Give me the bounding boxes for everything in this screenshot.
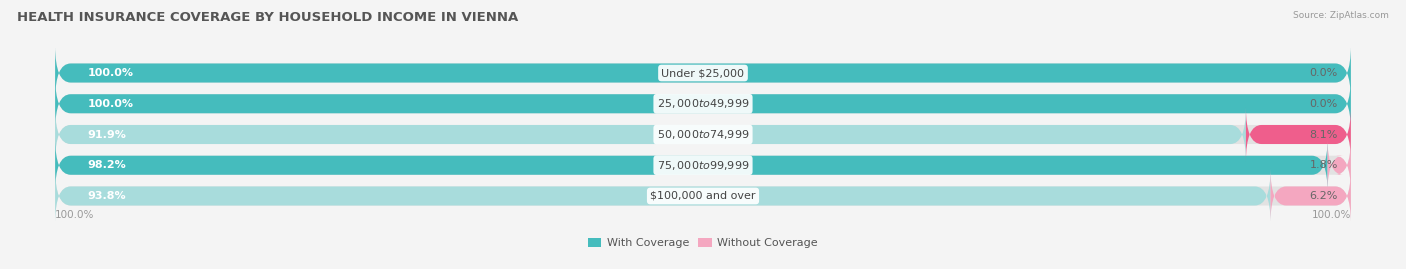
Text: 98.2%: 98.2% bbox=[87, 160, 127, 170]
Text: 8.1%: 8.1% bbox=[1309, 129, 1339, 140]
FancyBboxPatch shape bbox=[1327, 138, 1351, 193]
Text: 100.0%: 100.0% bbox=[87, 99, 134, 109]
Text: Under $25,000: Under $25,000 bbox=[661, 68, 745, 78]
FancyBboxPatch shape bbox=[55, 76, 1351, 131]
Text: 100.0%: 100.0% bbox=[87, 68, 134, 78]
Text: 93.8%: 93.8% bbox=[87, 191, 127, 201]
FancyBboxPatch shape bbox=[1246, 107, 1351, 162]
Text: 100.0%: 100.0% bbox=[1312, 210, 1351, 220]
Text: $75,000 to $99,999: $75,000 to $99,999 bbox=[657, 159, 749, 172]
Text: $50,000 to $74,999: $50,000 to $74,999 bbox=[657, 128, 749, 141]
FancyBboxPatch shape bbox=[1271, 169, 1351, 223]
FancyBboxPatch shape bbox=[55, 76, 1351, 131]
FancyBboxPatch shape bbox=[55, 169, 1351, 223]
Text: 6.2%: 6.2% bbox=[1309, 191, 1339, 201]
Text: Source: ZipAtlas.com: Source: ZipAtlas.com bbox=[1294, 11, 1389, 20]
Text: 0.0%: 0.0% bbox=[1309, 99, 1339, 109]
FancyBboxPatch shape bbox=[55, 107, 1351, 162]
Text: 100.0%: 100.0% bbox=[55, 210, 94, 220]
Text: $25,000 to $49,999: $25,000 to $49,999 bbox=[657, 97, 749, 110]
Legend: With Coverage, Without Coverage: With Coverage, Without Coverage bbox=[583, 233, 823, 253]
FancyBboxPatch shape bbox=[55, 138, 1351, 193]
FancyBboxPatch shape bbox=[55, 46, 1351, 100]
Text: 0.0%: 0.0% bbox=[1309, 68, 1339, 78]
FancyBboxPatch shape bbox=[55, 138, 1327, 193]
Text: $100,000 and over: $100,000 and over bbox=[650, 191, 756, 201]
Text: 91.9%: 91.9% bbox=[87, 129, 127, 140]
FancyBboxPatch shape bbox=[55, 46, 1351, 100]
FancyBboxPatch shape bbox=[55, 107, 1246, 162]
FancyBboxPatch shape bbox=[55, 169, 1271, 223]
Text: HEALTH INSURANCE COVERAGE BY HOUSEHOLD INCOME IN VIENNA: HEALTH INSURANCE COVERAGE BY HOUSEHOLD I… bbox=[17, 11, 519, 24]
Text: 1.8%: 1.8% bbox=[1309, 160, 1339, 170]
